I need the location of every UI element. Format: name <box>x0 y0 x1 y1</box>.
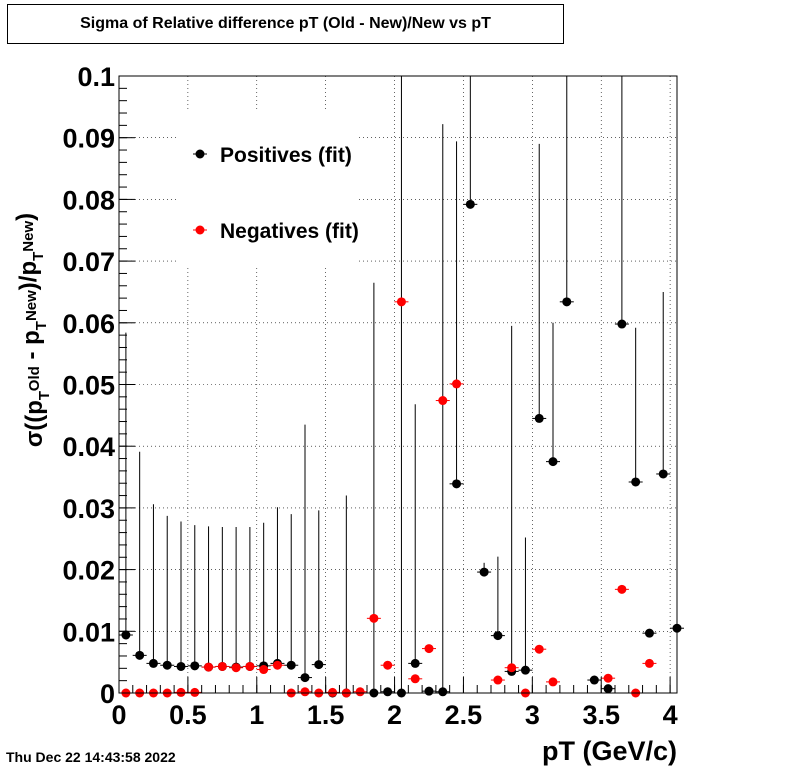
data-point <box>507 663 517 673</box>
x-tick-label: 3.5 <box>582 700 620 730</box>
timestamp: Thu Dec 22 14:43:58 2022 <box>6 749 176 765</box>
data-point <box>328 687 338 697</box>
data-point <box>272 660 282 670</box>
legend: Positives (fit) Negatives (fit) <box>177 110 359 268</box>
x-tick-label: 4 <box>663 700 678 730</box>
y-tick-label: 0.1 <box>77 62 115 92</box>
x-tick-label: 1.5 <box>307 700 345 730</box>
x-tick-label: 0.5 <box>169 700 207 730</box>
data-point <box>617 319 627 329</box>
legend-box <box>177 110 357 268</box>
data-point <box>190 687 200 697</box>
data-point <box>176 661 186 671</box>
data-point <box>438 687 448 697</box>
data-point <box>286 660 296 670</box>
chart-title-box: Sigma of Relative difference pT (Old - N… <box>7 4 564 44</box>
y-tick-label: 0.08 <box>62 185 115 215</box>
data-point <box>520 665 530 675</box>
data-point <box>217 661 227 671</box>
data-point <box>452 379 462 389</box>
data-point <box>135 650 145 660</box>
data-point <box>162 660 172 670</box>
data-point <box>121 630 131 640</box>
x-axis-label: pT (GeV/c) <box>542 736 677 766</box>
data-point <box>534 413 544 423</box>
data-point <box>231 663 241 673</box>
data-point <box>631 477 641 487</box>
data-point <box>479 567 489 577</box>
data-point <box>355 687 365 697</box>
legend-label: Negatives (fit) <box>220 220 359 243</box>
data-markers <box>121 199 682 698</box>
chart-title: Sigma of Relative difference pT (Old - N… <box>80 15 491 32</box>
data-point <box>658 469 668 479</box>
data-point <box>438 396 448 406</box>
x-tick-label: 2 <box>387 700 402 730</box>
data-point <box>452 479 462 489</box>
y-tick-label: 0.05 <box>62 371 115 401</box>
data-point <box>603 684 613 694</box>
data-point <box>300 687 310 697</box>
y-tick-label: 0.01 <box>62 617 115 647</box>
data-point <box>190 661 200 671</box>
tick-labels: 0 0.5 1 1.5 2 2.5 3 3.5 4 0 0.01 0.02 0.03 0.04 0.05 0.… <box>62 62 677 730</box>
data-point <box>396 297 406 307</box>
axis-ticks <box>118 75 671 694</box>
y-tick-label: 0.04 <box>62 432 115 462</box>
data-point <box>148 658 158 668</box>
data-point <box>548 677 558 687</box>
data-point <box>300 673 310 683</box>
y-axis-label: σ((pTOld - pTNew)/pTNew) <box>12 213 53 447</box>
x-tick-label: 0 <box>111 700 126 730</box>
data-point <box>383 660 393 670</box>
y-tick-label: 0.06 <box>62 309 115 339</box>
data-point <box>245 661 255 671</box>
data-point <box>534 644 544 654</box>
data-point <box>589 675 599 685</box>
data-point <box>562 297 572 307</box>
data-point <box>644 658 654 668</box>
x-tick-label: 3 <box>525 700 540 730</box>
data-point <box>493 675 503 685</box>
data-point <box>410 658 420 668</box>
data-point <box>204 662 214 672</box>
data-point <box>603 673 613 683</box>
data-point <box>410 674 420 684</box>
data-point <box>176 687 186 697</box>
y-tick-label: 0.07 <box>62 247 115 277</box>
data-point <box>644 628 654 638</box>
data-point <box>314 660 324 670</box>
data-point <box>383 687 393 697</box>
y-tick-label: 0 <box>100 679 115 709</box>
data-point <box>465 199 475 209</box>
y-tick-label: 0.02 <box>62 556 115 586</box>
data-point <box>617 584 627 594</box>
data-point <box>424 644 434 654</box>
y-tick-label: 0.09 <box>62 124 115 154</box>
x-tick-label: 2.5 <box>445 700 483 730</box>
legend-label: Positives (fit) <box>220 144 352 167</box>
y-axis-label-text: σ((pTOld - pTNew)/pTNew) <box>12 213 53 447</box>
data-point <box>259 665 269 675</box>
data-point <box>548 457 558 467</box>
data-point <box>493 631 503 641</box>
data-point <box>369 613 379 623</box>
x-tick-label: 1 <box>249 700 264 730</box>
y-tick-label: 0.03 <box>62 494 115 524</box>
data-point <box>424 686 434 696</box>
